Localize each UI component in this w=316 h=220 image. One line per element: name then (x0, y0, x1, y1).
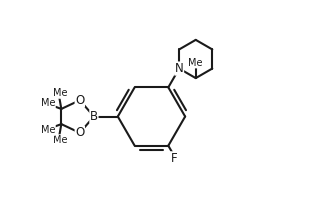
Text: Me: Me (188, 58, 203, 68)
Text: N: N (175, 62, 184, 75)
Text: O: O (75, 94, 84, 107)
Text: Me: Me (41, 125, 55, 135)
Text: Me: Me (53, 88, 67, 98)
Text: B: B (90, 110, 98, 123)
Text: Me: Me (41, 98, 55, 108)
Text: O: O (75, 126, 84, 139)
Text: Me: Me (53, 135, 67, 145)
Text: F: F (170, 152, 177, 165)
